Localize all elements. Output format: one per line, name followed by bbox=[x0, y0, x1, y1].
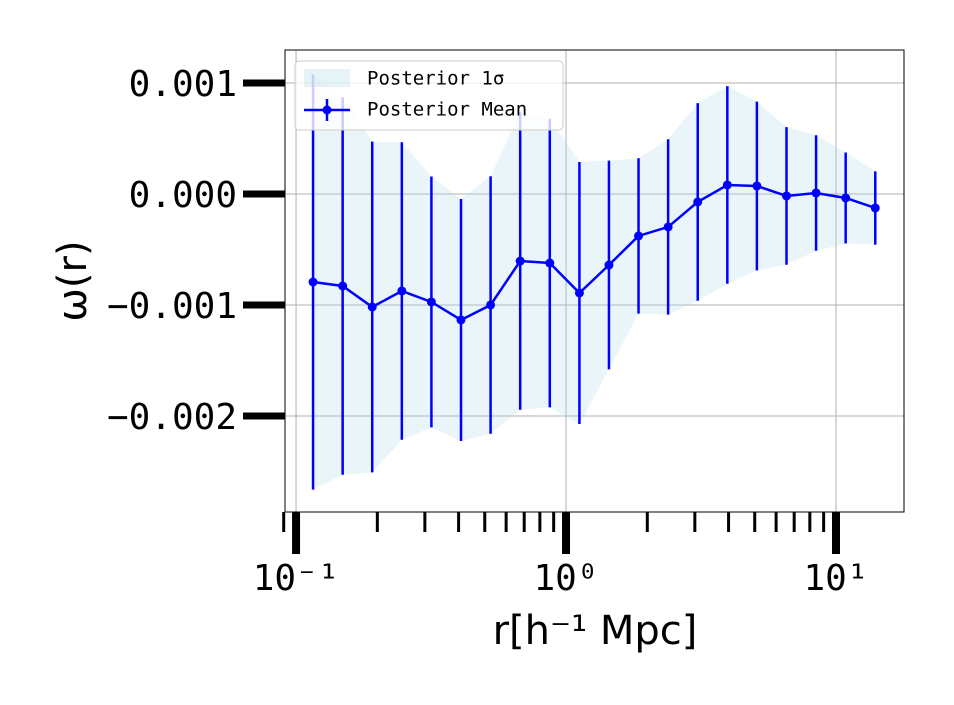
x-tick-label: 10¹ bbox=[803, 558, 868, 599]
legend-box bbox=[294, 60, 564, 131]
error-band bbox=[313, 74, 876, 490]
marker bbox=[752, 181, 762, 191]
x-axis-label: r[h⁻¹ Mpc] bbox=[493, 608, 698, 654]
marker bbox=[486, 300, 496, 310]
marker bbox=[426, 297, 436, 307]
legend-label: Posterior 1σ bbox=[367, 68, 504, 90]
marker bbox=[308, 277, 318, 287]
legend-marker bbox=[322, 105, 332, 115]
marker bbox=[545, 258, 555, 268]
y-tick-label: 0.001 bbox=[129, 64, 237, 105]
marker bbox=[634, 231, 644, 241]
legend-label: Posterior Mean bbox=[367, 99, 527, 121]
y-tick-label: 0.000 bbox=[129, 175, 237, 216]
line bbox=[312, 183, 876, 322]
y-tick-label: −0.002 bbox=[107, 397, 237, 438]
marker bbox=[870, 203, 880, 213]
marker bbox=[722, 180, 732, 190]
marker bbox=[841, 193, 851, 203]
marker bbox=[574, 288, 584, 298]
marker bbox=[338, 281, 348, 291]
y-axis-label: ω(r) bbox=[50, 240, 96, 321]
marker bbox=[367, 302, 377, 312]
plot-frame bbox=[284, 49, 905, 513]
marker bbox=[811, 188, 821, 198]
marker bbox=[663, 222, 673, 232]
y-tick-label: −0.001 bbox=[107, 286, 237, 327]
marker bbox=[456, 315, 466, 325]
marker bbox=[604, 260, 614, 270]
x-tick-label: 10⁻¹ bbox=[253, 558, 340, 599]
x-tick-label: 10⁰ bbox=[534, 558, 599, 599]
marker bbox=[693, 197, 703, 207]
marker bbox=[397, 286, 407, 296]
marker bbox=[515, 256, 525, 266]
marker bbox=[781, 191, 791, 201]
legend-band-swatch bbox=[304, 69, 350, 87]
